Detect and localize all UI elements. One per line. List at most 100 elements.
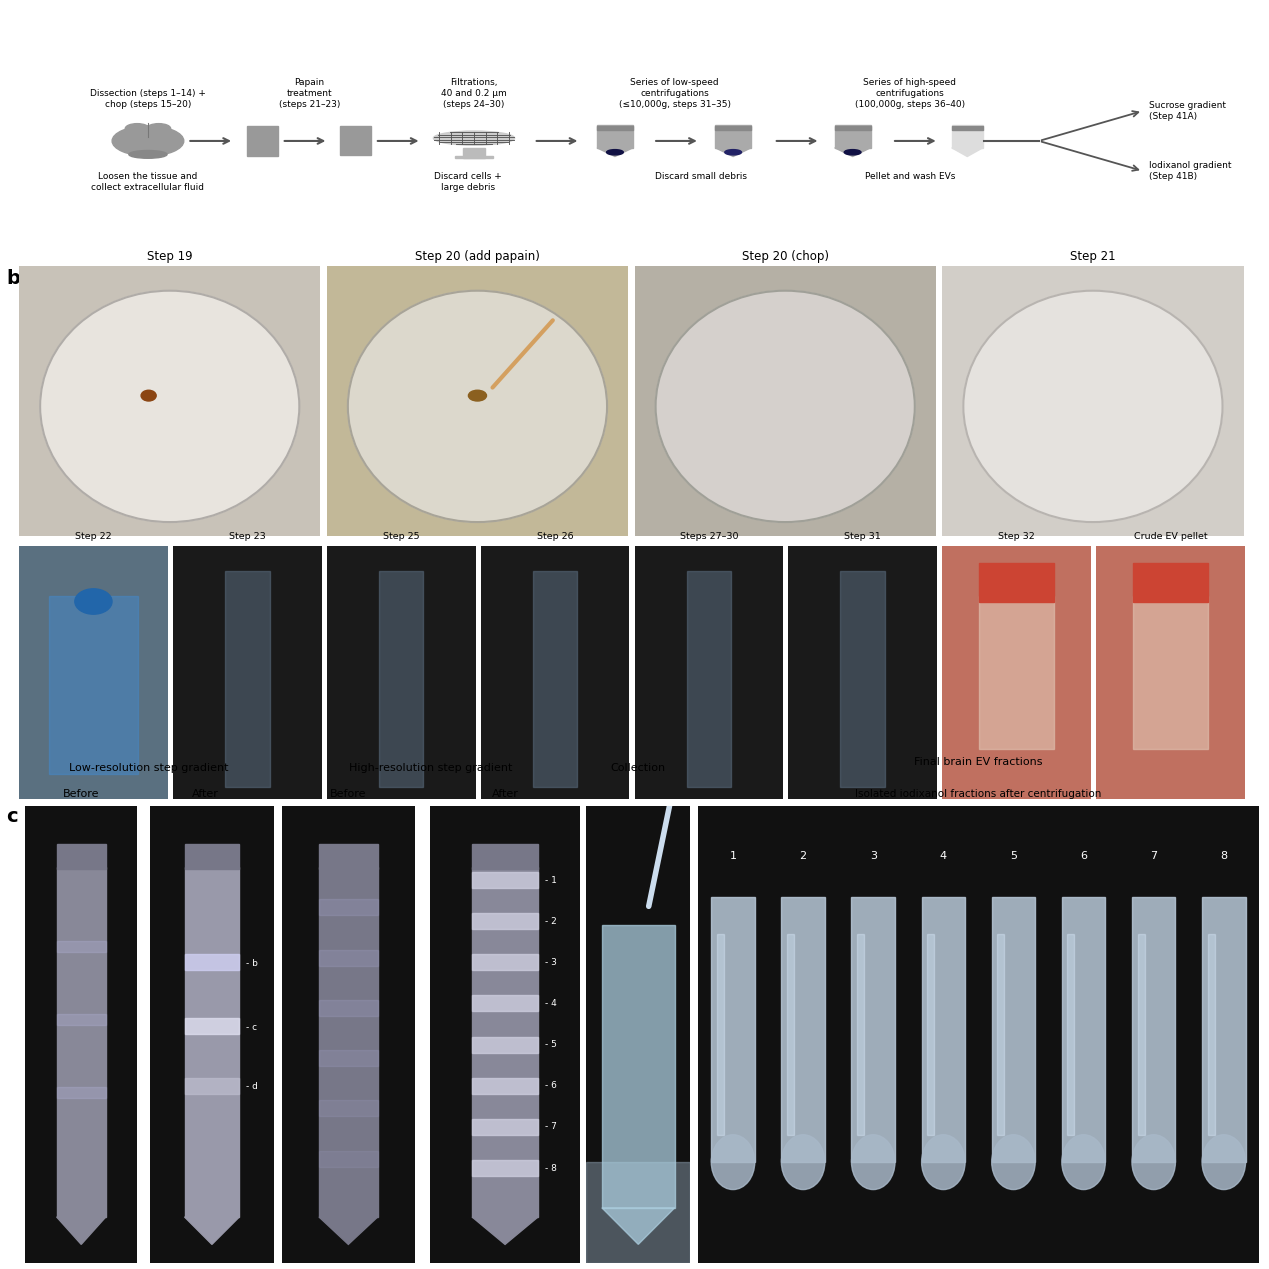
Polygon shape — [835, 147, 871, 156]
Ellipse shape — [711, 1134, 755, 1189]
Text: 5: 5 — [1010, 850, 1016, 860]
Text: Final brain EV fractions: Final brain EV fractions — [914, 756, 1043, 766]
Text: - b: - b — [245, 959, 258, 968]
Bar — [184, 867, 240, 1217]
Text: Collection: Collection — [610, 763, 666, 773]
Text: Step 20 (add papain): Step 20 (add papain) — [415, 250, 539, 263]
Ellipse shape — [921, 1134, 966, 1189]
Text: Crude EV pellet: Crude EV pellet — [1133, 532, 1207, 541]
Text: - 1: - 1 — [546, 876, 557, 884]
Bar — [851, 897, 895, 1162]
Bar — [472, 1160, 538, 1176]
Polygon shape — [602, 1208, 675, 1245]
Bar — [225, 571, 269, 787]
Bar — [319, 844, 378, 869]
Bar — [48, 596, 138, 774]
Bar — [711, 897, 755, 1162]
Polygon shape — [596, 147, 633, 156]
Text: Steps 27–30: Steps 27–30 — [680, 532, 739, 541]
Bar — [319, 949, 378, 966]
Ellipse shape — [126, 123, 150, 133]
Bar — [472, 914, 538, 929]
Bar — [952, 126, 982, 147]
Bar — [596, 126, 633, 129]
Bar — [379, 571, 424, 787]
Ellipse shape — [1062, 1134, 1105, 1189]
Text: 1: 1 — [730, 850, 736, 860]
Bar — [1067, 934, 1075, 1134]
Bar — [1132, 897, 1175, 1162]
Bar — [184, 954, 240, 971]
Bar — [997, 934, 1004, 1134]
Text: Pellet and wash EVs: Pellet and wash EVs — [864, 173, 956, 181]
Bar — [717, 934, 723, 1134]
Ellipse shape — [468, 391, 486, 401]
Bar — [1208, 934, 1214, 1134]
Circle shape — [656, 291, 915, 522]
Bar — [596, 126, 633, 147]
Bar — [1062, 897, 1105, 1162]
Bar — [928, 934, 934, 1134]
Polygon shape — [472, 1217, 538, 1245]
Bar — [472, 872, 538, 888]
Bar — [57, 940, 105, 952]
Text: After: After — [192, 789, 220, 799]
Text: Dissection (steps 1–14) +
chop (steps 15–20): Dissection (steps 1–14) + chop (steps 15… — [90, 89, 206, 109]
Text: - 2: - 2 — [546, 917, 557, 926]
Bar — [1137, 934, 1145, 1134]
Text: Step 19: Step 19 — [147, 250, 193, 263]
Bar — [602, 925, 675, 1208]
Bar — [184, 1077, 240, 1094]
Text: Series of low-speed
centrifugations
(≤10,000g, steps 31–35): Series of low-speed centrifugations (≤10… — [619, 77, 731, 109]
Text: High-resolution step gradient: High-resolution step gradient — [349, 763, 513, 773]
Bar — [472, 844, 538, 869]
Bar — [319, 867, 378, 1217]
Text: Step 32: Step 32 — [999, 532, 1036, 541]
Ellipse shape — [147, 123, 170, 133]
Text: Step 31: Step 31 — [844, 532, 881, 541]
Bar — [454, 156, 494, 159]
Ellipse shape — [434, 131, 515, 145]
Bar — [687, 571, 731, 787]
Text: Before: Before — [330, 789, 367, 799]
Bar — [857, 934, 864, 1134]
Text: - 3: - 3 — [546, 958, 557, 967]
Text: Iodixanol gradient
(Step 41B): Iodixanol gradient (Step 41B) — [1148, 161, 1231, 181]
Ellipse shape — [844, 150, 860, 155]
Bar — [57, 844, 105, 869]
Bar — [319, 1100, 378, 1117]
Ellipse shape — [607, 150, 623, 155]
Text: Discard cells +
large debris: Discard cells + large debris — [434, 173, 503, 192]
Bar — [1202, 897, 1246, 1162]
Bar — [921, 897, 966, 1162]
Bar — [247, 126, 278, 156]
Text: Papain
treatment
(steps 21–23): Papain treatment (steps 21–23) — [278, 77, 340, 109]
Polygon shape — [184, 1217, 240, 1245]
Text: Step 22: Step 22 — [75, 532, 112, 541]
Text: - 8: - 8 — [546, 1164, 557, 1173]
Text: Series of high-speed
centrifugations
(100,000g, steps 36–40): Series of high-speed centrifugations (10… — [855, 77, 964, 109]
Bar — [716, 126, 751, 129]
Text: Loosen the tissue and
collect extracellular fluid: Loosen the tissue and collect extracellu… — [91, 173, 204, 192]
Bar — [340, 127, 372, 155]
Ellipse shape — [991, 1134, 1036, 1189]
Text: 2: 2 — [799, 850, 807, 860]
Bar — [57, 1086, 105, 1098]
Polygon shape — [319, 1217, 378, 1245]
Text: - 6: - 6 — [546, 1081, 557, 1090]
Text: Sucrose gradient
(Step 41A): Sucrose gradient (Step 41A) — [1148, 100, 1226, 122]
Bar — [991, 897, 1036, 1162]
Bar — [472, 1037, 538, 1052]
Bar — [472, 995, 538, 1011]
Ellipse shape — [112, 126, 184, 156]
Ellipse shape — [1202, 1134, 1246, 1189]
Text: 6: 6 — [1080, 850, 1088, 860]
Circle shape — [963, 291, 1222, 522]
Text: b: b — [6, 269, 20, 288]
Text: c: c — [6, 807, 18, 826]
Ellipse shape — [725, 150, 741, 155]
Text: - d: - d — [245, 1082, 258, 1091]
Bar — [840, 571, 884, 787]
Ellipse shape — [141, 391, 156, 401]
Circle shape — [41, 291, 299, 522]
